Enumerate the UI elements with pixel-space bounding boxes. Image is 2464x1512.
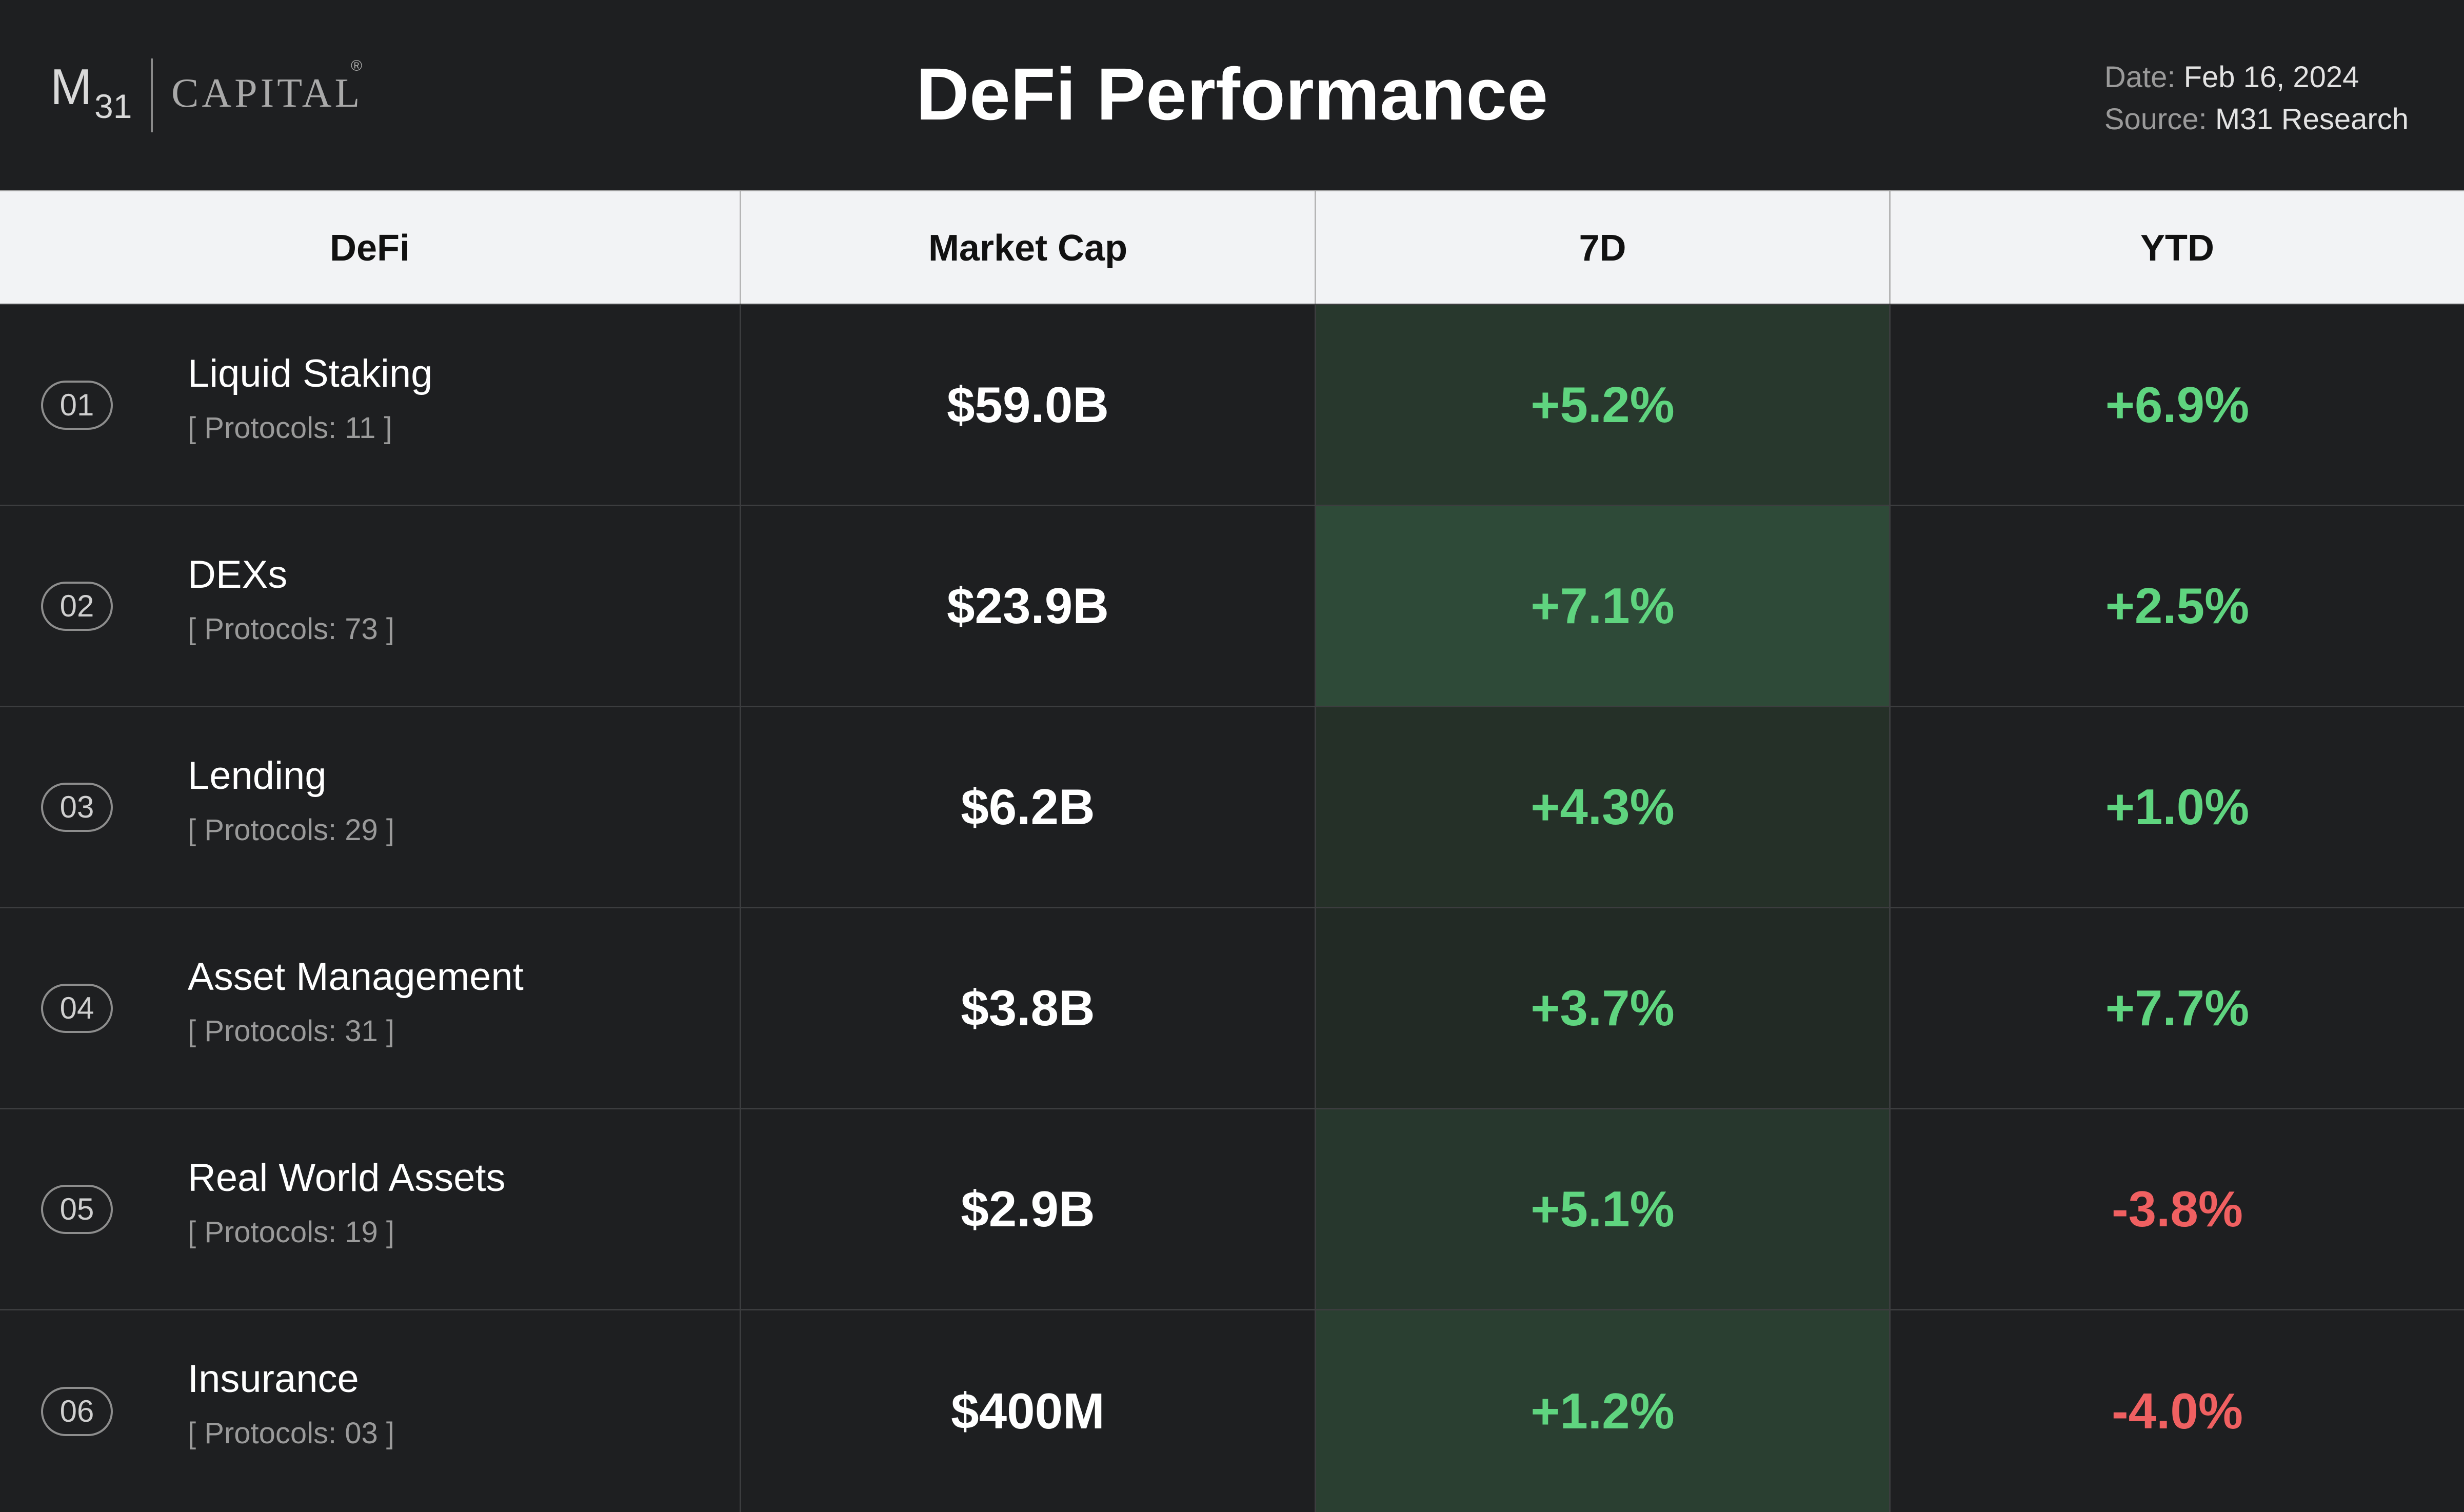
column-header-defi: DeFi <box>329 228 410 269</box>
column-header-ytd: YTD <box>1889 191 2464 305</box>
cell-defi: 03 Lending [ Protocols: 29 ] <box>0 707 740 907</box>
category-name: DEXs <box>188 553 288 596</box>
table-row: 05 Real World Assets [ Protocols: 19 ] $2.9… <box>0 1108 2464 1309</box>
change-7d-value: +5.2% <box>1531 376 1675 433</box>
category-name-block: DEXs [ Protocols: 73 ] <box>188 553 394 646</box>
cell-defi: 02 DEXs [ Protocols: 73 ] <box>0 506 740 706</box>
change-7d-value: +1.2% <box>1531 1383 1675 1439</box>
change-ytd-value: +2.5% <box>2105 578 2250 634</box>
protocol-count: [ Protocols: 03 ] <box>188 1416 394 1450</box>
cell-7d: +5.1% <box>1315 1109 1889 1309</box>
market-cap-value: $3.8B <box>961 980 1095 1036</box>
protocol-count: [ Protocols: 31 ] <box>188 1014 394 1048</box>
cell-ytd: -3.8% <box>1889 1109 2464 1309</box>
protocol-count: [ Protocols: 73 ] <box>188 612 394 646</box>
logo-divider <box>151 58 153 132</box>
source-row: Source: M31 Research <box>2104 98 2409 141</box>
table-row: 02 DEXs [ Protocols: 73 ] $23.9B +7.1% +2.5% <box>0 505 2464 706</box>
market-cap-value: $400M <box>951 1383 1105 1439</box>
column-header-7d: 7D <box>1315 191 1889 305</box>
logo-m: M <box>50 58 92 115</box>
cell-ytd: +2.5% <box>1889 506 2464 706</box>
cell-7d: +4.3% <box>1315 707 1889 907</box>
rank-badge: 05 <box>41 1184 113 1234</box>
source-label: Source: <box>2104 103 2207 136</box>
table-row: 06 Insurance [ Protocols: 03 ] $400M +1.2% -4… <box>0 1309 2464 1512</box>
cell-ytd: +7.7% <box>1889 908 2464 1108</box>
category-name: Real World Assets <box>188 1156 506 1200</box>
market-cap-value: $23.9B <box>946 578 1109 634</box>
change-ytd-value: +6.9% <box>2105 376 2250 433</box>
table-row: 03 Lending [ Protocols: 29 ] $6.2B +4.3% +1.0… <box>0 706 2464 907</box>
category-name: Lending <box>188 754 327 798</box>
table-row: 04 Asset Management [ Protocols: 31 ] $3.8B… <box>0 907 2464 1108</box>
change-7d-value: +3.7% <box>1531 980 1675 1036</box>
defi-table: DeFi Market Cap 7D YTD 01 Liquid Staking [… <box>0 190 2464 1512</box>
change-7d-value: +7.1% <box>1531 578 1675 634</box>
category-name-block: Insurance [ Protocols: 03 ] <box>188 1358 394 1450</box>
table-body: 01 Liquid Staking [ Protocols: 11 ] $59.0B +… <box>0 304 2464 1512</box>
registered-mark: ® <box>351 57 363 74</box>
category-name-block: Asset Management [ Protocols: 31 ] <box>188 956 524 1048</box>
category-name: Asset Management <box>188 955 524 999</box>
change-ytd-value: +7.7% <box>2105 980 2250 1036</box>
date-label: Date: <box>2104 61 2176 94</box>
cell-ytd: -4.0% <box>1889 1310 2464 1512</box>
cell-defi: 06 Insurance [ Protocols: 03 ] <box>0 1310 740 1512</box>
change-ytd-value: -4.0% <box>2111 1383 2243 1439</box>
category-name-block: Liquid Staking [ Protocols: 11 ] <box>188 352 432 445</box>
change-7d-value: +4.3% <box>1531 779 1675 835</box>
cell-defi: 05 Real World Assets [ Protocols: 19 ] <box>0 1109 740 1309</box>
category-name-block: Real World Assets [ Protocols: 19 ] <box>188 1157 506 1249</box>
market-cap-value: $6.2B <box>961 779 1095 835</box>
cell-7d: +3.7% <box>1315 908 1889 1108</box>
rank-badge: 06 <box>41 1386 113 1436</box>
cell-market-cap: $59.0B <box>740 305 1315 505</box>
change-7d-value: +5.1% <box>1531 1181 1675 1237</box>
rank-badge: 04 <box>41 983 113 1033</box>
cell-market-cap: $2.9B <box>740 1109 1315 1309</box>
header: M 31 CAPITAL ® DeFi Performance Date: Fe… <box>0 0 2464 190</box>
column-header-market-cap: Market Cap <box>740 191 1315 305</box>
category-name: Liquid Staking <box>188 352 433 395</box>
cell-7d: +5.2% <box>1315 305 1889 505</box>
table-header: DeFi Market Cap 7D YTD <box>0 190 2464 305</box>
cell-market-cap: $400M <box>740 1310 1315 1512</box>
cell-defi: 04 Asset Management [ Protocols: 31 ] <box>0 908 740 1108</box>
market-cap-value: $59.0B <box>946 376 1109 433</box>
source-value: M31 Research <box>2215 103 2409 136</box>
date-row: Date: Feb 16, 2024 <box>2104 56 2409 98</box>
cell-defi: 01 Liquid Staking [ Protocols: 11 ] <box>0 305 740 505</box>
change-ytd-value: +1.0% <box>2105 779 2250 835</box>
category-name: Insurance <box>188 1357 359 1401</box>
cell-market-cap: $23.9B <box>740 506 1315 706</box>
protocol-count: [ Protocols: 11 ] <box>188 411 392 445</box>
rank-badge: 03 <box>41 782 113 832</box>
cell-ytd: +1.0% <box>1889 707 2464 907</box>
market-cap-value: $2.9B <box>961 1181 1095 1237</box>
category-name-block: Lending [ Protocols: 29 ] <box>188 754 394 847</box>
cell-market-cap: $6.2B <box>740 707 1315 907</box>
cell-7d: +7.1% <box>1315 506 1889 706</box>
table-row: 01 Liquid Staking [ Protocols: 11 ] $59.0B +… <box>0 304 2464 505</box>
logo-31: 31 <box>94 87 132 125</box>
rank-badge: 02 <box>41 581 113 631</box>
cell-ytd: +6.9% <box>1889 305 2464 505</box>
cell-7d: +1.2% <box>1315 1310 1889 1512</box>
m31-capital-logo: M 31 CAPITAL ® <box>50 57 379 132</box>
change-ytd-value: -3.8% <box>2111 1181 2243 1237</box>
rank-badge: 01 <box>41 380 113 430</box>
meta-info: Date: Feb 16, 2024 Source: M31 Research <box>2104 56 2409 141</box>
page-title: DeFi Performance <box>916 53 1548 135</box>
cell-market-cap: $3.8B <box>740 908 1315 1108</box>
date-value: Feb 16, 2024 <box>2183 61 2359 94</box>
protocol-count: [ Protocols: 29 ] <box>188 813 394 847</box>
protocol-count: [ Protocols: 19 ] <box>188 1215 394 1249</box>
logo-capital: CAPITAL <box>171 71 363 116</box>
